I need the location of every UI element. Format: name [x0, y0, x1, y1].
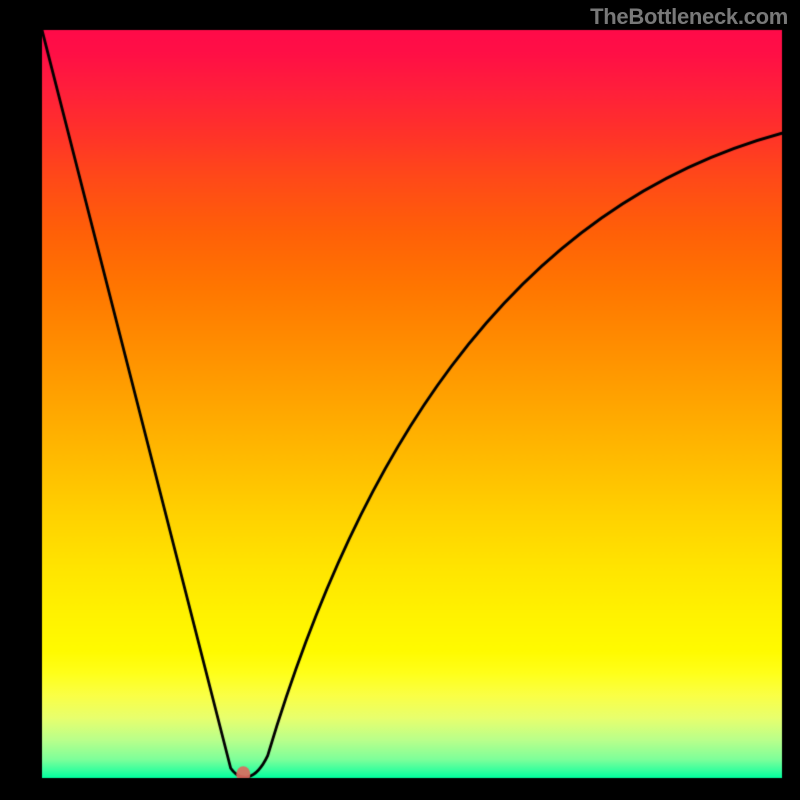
bottleneck-chart-canvas: [0, 0, 800, 800]
watermark-text: TheBottleneck.com: [590, 4, 788, 30]
chart-container: TheBottleneck.com: [0, 0, 800, 800]
